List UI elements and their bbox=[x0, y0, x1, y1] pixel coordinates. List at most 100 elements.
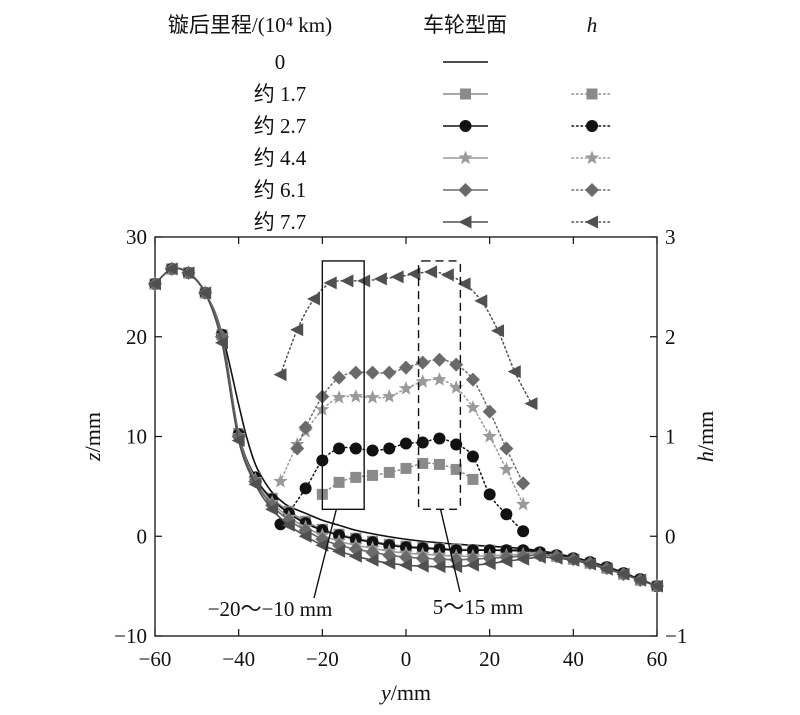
h-series-marker bbox=[365, 365, 380, 380]
h-series-marker bbox=[340, 274, 354, 288]
annotation-leader bbox=[439, 509, 461, 593]
profile-series-marker bbox=[332, 544, 346, 558]
profile-series-marker bbox=[633, 573, 647, 587]
legend-header-h: h bbox=[587, 13, 598, 37]
h-series-marker bbox=[491, 324, 505, 338]
h-series-marker bbox=[306, 292, 320, 306]
legend-marker-profile bbox=[458, 150, 473, 165]
h-series-marker bbox=[398, 381, 414, 395]
plot-frame bbox=[154, 236, 658, 637]
h-series-marker bbox=[299, 482, 312, 495]
profile-series-marker bbox=[532, 550, 546, 564]
profile-series-marker bbox=[298, 529, 312, 543]
h-series-marker bbox=[433, 432, 446, 445]
h-series-marker bbox=[415, 355, 430, 370]
h-series-marker bbox=[383, 442, 396, 455]
h-series-marker bbox=[433, 458, 445, 470]
h-series-marker bbox=[273, 368, 287, 382]
h-series-marker bbox=[449, 380, 464, 394]
legend-label: 约 4.4 bbox=[254, 146, 307, 170]
h-series-marker bbox=[348, 365, 363, 380]
legend-marker-profile bbox=[459, 120, 472, 132]
profile-series-marker bbox=[650, 579, 663, 593]
profile-series-marker bbox=[415, 559, 429, 573]
profile-series-marker bbox=[583, 557, 597, 571]
h-series-marker bbox=[482, 429, 497, 443]
x-tick-label: −60 bbox=[139, 647, 172, 671]
h-series-marker bbox=[400, 462, 412, 474]
h-series-marker bbox=[432, 372, 447, 386]
h-series-marker bbox=[457, 277, 471, 291]
legend-marker-h bbox=[585, 183, 599, 197]
y-right-tick-label: 0 bbox=[665, 524, 676, 548]
profile-series-marker bbox=[198, 286, 212, 300]
x-tick-label: 40 bbox=[563, 647, 584, 671]
h-series-marker bbox=[348, 389, 363, 403]
h-series-marker bbox=[333, 442, 346, 455]
y-right-tick-label: 2 bbox=[665, 325, 676, 349]
profile-series-marker bbox=[566, 553, 580, 567]
profile-series-marker bbox=[248, 477, 262, 491]
profile-series-marker bbox=[265, 502, 279, 516]
x-tick-label: −20 bbox=[306, 647, 339, 671]
profile-series-marker bbox=[181, 266, 195, 280]
x-tick-label: 60 bbox=[647, 647, 668, 671]
y-left-axis-title: z/mm bbox=[80, 412, 105, 462]
legend-marker-h bbox=[585, 215, 598, 229]
legend-label: 约 1.7 bbox=[254, 82, 307, 106]
y-right-tick-label: 1 bbox=[665, 425, 676, 449]
h-series-marker bbox=[365, 390, 380, 404]
h-series-marker bbox=[332, 370, 347, 385]
legend-label: 约 2.7 bbox=[254, 114, 307, 138]
h-series-marker bbox=[417, 457, 429, 469]
h-series-marker bbox=[516, 476, 531, 491]
profile-series-marker bbox=[315, 538, 329, 552]
legend-label: 约 6.1 bbox=[254, 178, 307, 202]
h-series-marker bbox=[390, 270, 404, 284]
series-layer bbox=[147, 261, 665, 594]
x-tick-label: −40 bbox=[222, 647, 255, 671]
x-axis-title: y/mm bbox=[379, 680, 431, 705]
profile-series-marker bbox=[365, 553, 379, 567]
y-left-tick-label: 10 bbox=[126, 425, 147, 449]
h-series-marker bbox=[382, 389, 397, 403]
legend-header-mileage: 镟后里程/(10⁴ km) bbox=[168, 13, 332, 37]
h-series-marker bbox=[474, 294, 488, 308]
profile-series-line bbox=[154, 267, 658, 587]
h-series-marker bbox=[507, 365, 521, 379]
y-right-axis-title: h/mm bbox=[693, 411, 718, 462]
h-series-marker bbox=[350, 471, 362, 483]
h-series-marker bbox=[333, 476, 345, 488]
profile-series-marker bbox=[399, 558, 412, 572]
profile-series-marker bbox=[432, 560, 446, 574]
h-series-marker bbox=[373, 272, 387, 286]
profile-series-marker bbox=[465, 558, 479, 572]
h-series-marker bbox=[524, 397, 538, 411]
h-series-marker bbox=[416, 436, 429, 449]
y-right-tick-label: 3 bbox=[665, 225, 676, 249]
h-series-marker bbox=[516, 496, 531, 511]
h-series-marker bbox=[407, 267, 421, 281]
h-series-marker bbox=[440, 268, 454, 282]
h-series-marker bbox=[450, 463, 462, 475]
profile-series-marker bbox=[231, 433, 245, 447]
y-left-tick-label: 30 bbox=[126, 225, 147, 249]
h-series-marker bbox=[499, 441, 514, 456]
legend-label: 0 bbox=[275, 50, 286, 74]
legend-label: 约 7.7 bbox=[254, 210, 307, 234]
h-series-marker bbox=[323, 276, 337, 290]
h-series-marker bbox=[298, 420, 313, 435]
h-series-marker bbox=[424, 265, 438, 279]
highlight-box bbox=[417, 260, 462, 511]
h-series-marker bbox=[399, 360, 413, 375]
profile-series-marker bbox=[549, 551, 563, 565]
profile-series-marker bbox=[516, 552, 530, 566]
h-series-marker bbox=[432, 352, 447, 367]
legend-marker-profile bbox=[460, 88, 471, 100]
profile-series-marker bbox=[616, 567, 630, 581]
h-series-marker bbox=[482, 404, 497, 419]
h-series-marker bbox=[331, 390, 347, 404]
h-series-marker bbox=[465, 400, 481, 414]
h-series-marker bbox=[290, 441, 305, 456]
legend-marker-profile bbox=[458, 183, 473, 197]
